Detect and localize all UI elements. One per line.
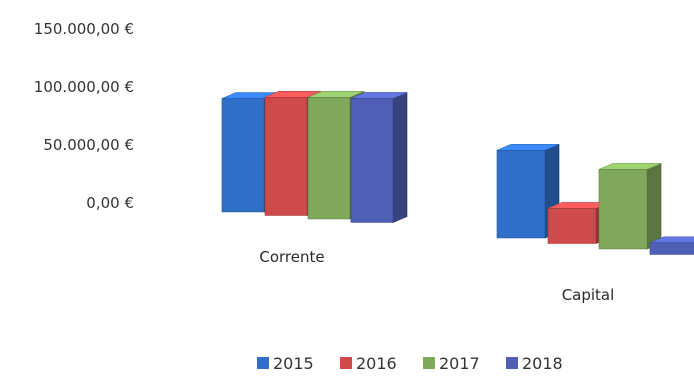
y-tick-label: 0,00 € bbox=[86, 194, 134, 212]
bar-series-2018-corrente bbox=[350, 92, 408, 223]
legend: 2015 2016 2017 2018 bbox=[257, 354, 563, 373]
y-axis: 150.000,00 € 100.000,00 € 50.000,00 € 0,… bbox=[34, 20, 134, 212]
legend-swatch-2018 bbox=[506, 357, 518, 369]
bar-side bbox=[392, 92, 408, 223]
bar-front bbox=[264, 97, 308, 216]
bar-series-2018-capital bbox=[649, 236, 694, 255]
legend-label: 2015 bbox=[273, 354, 314, 373]
legend-swatch-2015 bbox=[257, 357, 269, 369]
bar-front bbox=[350, 98, 394, 223]
bar-front bbox=[598, 169, 648, 250]
y-tick-label: 150.000,00 € bbox=[34, 20, 134, 38]
legend-label: 2016 bbox=[356, 354, 397, 373]
legend-swatch-2016 bbox=[340, 357, 352, 369]
category-label: Corrente bbox=[259, 248, 324, 266]
x-axis: Corrente Capital bbox=[259, 248, 614, 304]
bar-front bbox=[221, 98, 265, 213]
bar-front bbox=[649, 242, 694, 255]
legend-label: 2018 bbox=[522, 354, 563, 373]
y-tick-label: 100.000,00 € bbox=[34, 78, 134, 96]
bar-side bbox=[646, 162, 662, 250]
legend-label: 2017 bbox=[439, 354, 480, 373]
bar-front bbox=[307, 97, 351, 220]
bar-series-2017-capital bbox=[598, 162, 662, 250]
bar-front bbox=[496, 149, 546, 239]
y-tick-label: 50.000,00 € bbox=[43, 136, 134, 154]
category-label: Capital bbox=[562, 286, 615, 304]
bar-series-2015-capital bbox=[496, 143, 560, 239]
legend-swatch-2017 bbox=[423, 357, 435, 369]
bar-front bbox=[547, 208, 597, 244]
bars-layer bbox=[221, 90, 694, 255]
